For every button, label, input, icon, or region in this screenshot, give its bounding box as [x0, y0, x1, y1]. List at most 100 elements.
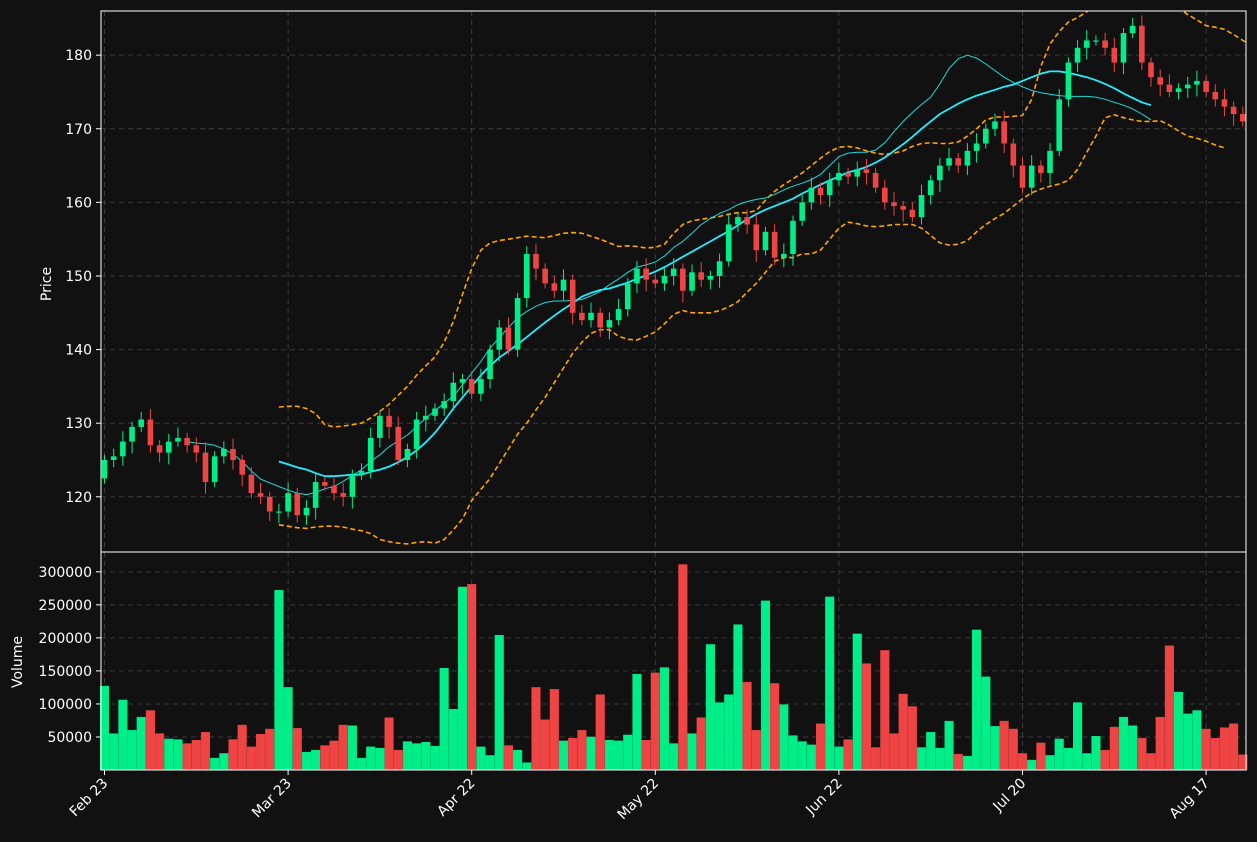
- volume-bar: [127, 730, 137, 771]
- candle-body: [615, 309, 622, 321]
- volume-bar: [999, 720, 1009, 771]
- volume-bar: [118, 699, 128, 771]
- volume-bar: [366, 746, 376, 771]
- volume-bar: [623, 734, 633, 771]
- candle-body: [1148, 62, 1154, 78]
- volume-bar: [412, 743, 422, 771]
- candle-body: [753, 224, 760, 251]
- candle-body: [652, 279, 659, 284]
- candle-body: [138, 419, 145, 427]
- price-tick-label: 160: [65, 195, 92, 211]
- volume-bar: [916, 747, 927, 771]
- volume-bar: [659, 667, 670, 771]
- volume-bar: [513, 749, 523, 771]
- volume-bar: [265, 728, 275, 771]
- candle-body: [1010, 143, 1017, 166]
- price-tick-label: 130: [65, 416, 92, 432]
- volume-bar: [1229, 723, 1239, 771]
- volume-bar: [1045, 755, 1055, 771]
- candle-body: [386, 415, 392, 427]
- candle-body: [982, 128, 989, 144]
- volume-bar: [494, 634, 504, 771]
- candle-body: [377, 415, 383, 438]
- price-axis-title: Price: [39, 267, 55, 301]
- volume-bar: [1164, 645, 1174, 771]
- candle-body: [533, 253, 539, 269]
- volume-bar: [311, 749, 321, 771]
- candle-body: [1083, 40, 1090, 48]
- candle-body: [340, 493, 346, 497]
- volume-bar: [522, 762, 532, 771]
- volume-bar: [871, 747, 881, 771]
- candle-body: [175, 437, 181, 442]
- candle-body: [239, 459, 245, 475]
- volume-bar: [228, 739, 238, 771]
- candle-body: [487, 349, 493, 380]
- candle-body: [900, 206, 906, 210]
- volume-bar: [770, 683, 780, 771]
- volume-bar: [641, 740, 651, 771]
- volume-bar: [650, 672, 660, 771]
- volume-bar: [1174, 691, 1184, 771]
- candle-body: [771, 231, 778, 258]
- candle-body: [257, 493, 264, 497]
- candle-body: [1221, 99, 1228, 107]
- volume-bar: [155, 733, 165, 771]
- candle-body: [836, 172, 842, 181]
- volume-bar: [705, 644, 715, 771]
- volume-bar: [485, 755, 495, 771]
- volume-bar: [283, 687, 293, 771]
- price-tick-label: 170: [65, 122, 92, 138]
- volume-bar: [715, 702, 725, 771]
- volume-bar: [191, 740, 201, 771]
- volume-bar: [751, 730, 761, 771]
- candle-body: [1001, 121, 1007, 144]
- candle-body: [1184, 84, 1191, 89]
- volume-bar: [990, 726, 1000, 771]
- candle-body: [1230, 106, 1237, 115]
- price-tick-label: 180: [65, 48, 92, 64]
- candle-body: [1212, 91, 1219, 100]
- volume-bar: [1100, 749, 1110, 771]
- price-grid: [101, 11, 1246, 552]
- price-y-axis: 120 130 140 150 160 170 180: [65, 48, 101, 506]
- candle-body: [1166, 84, 1173, 92]
- candle-body: [514, 298, 521, 350]
- volume-bar: [347, 725, 357, 771]
- volume-bar: [457, 586, 468, 771]
- volume-tick-label: 100000: [39, 697, 92, 713]
- candle-body: [165, 441, 172, 453]
- volume-bar: [393, 749, 403, 771]
- volume-bar: [595, 694, 605, 771]
- candle-body: [817, 187, 824, 196]
- candle-body: [863, 169, 870, 173]
- volume-bar: [256, 734, 266, 771]
- candle-body: [221, 448, 227, 457]
- volume-bar: [1183, 713, 1193, 771]
- volume-bar: [880, 650, 890, 771]
- candle-body: [781, 253, 787, 258]
- candle-body: [560, 279, 567, 291]
- candle-body: [670, 268, 677, 276]
- volume-bar: [1027, 759, 1037, 771]
- candle-body: [973, 143, 980, 151]
- volume-bar: [944, 720, 954, 771]
- candle-body: [799, 202, 805, 221]
- candle-body: [1240, 114, 1246, 122]
- candle-body: [606, 320, 613, 328]
- volume-bar-series: [99, 564, 1248, 771]
- candle-body: [790, 220, 796, 254]
- candle-body: [184, 437, 190, 446]
- candle-body: [735, 217, 741, 225]
- candle-body: [413, 419, 420, 449]
- candle-body: [569, 279, 576, 313]
- volume-bar: [320, 745, 330, 771]
- candle-body: [1111, 47, 1118, 63]
- volume-bar: [614, 740, 624, 771]
- volume-bar: [237, 724, 247, 771]
- candle-body: [202, 452, 209, 483]
- volume-tick-label: 250000: [39, 598, 92, 614]
- volume-bar: [935, 747, 945, 771]
- candle-body: [918, 195, 925, 218]
- moving-averages: [187, 54, 1152, 496]
